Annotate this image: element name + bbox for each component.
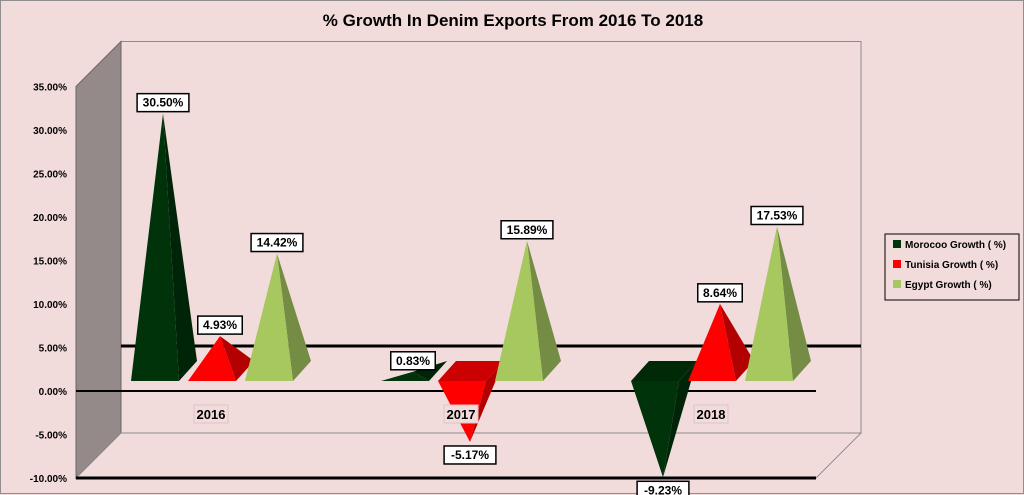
legend-swatch <box>893 280 901 288</box>
data-bar <box>245 253 311 381</box>
bar-face-front <box>495 240 543 381</box>
y-tick-label: 5.00% <box>39 344 67 355</box>
category-label: 2017 <box>443 404 479 424</box>
legend-item: Morocoo Growth ( %) <box>893 240 1006 251</box>
legend-item: Egypt Growth ( %) <box>893 280 992 291</box>
data-label: -9.23% <box>636 480 690 495</box>
data-bar <box>131 113 197 382</box>
data-label-text: 15.89% <box>507 223 548 237</box>
data-label: 0.83% <box>390 351 436 371</box>
legend-item: Tunisia Growth ( %) <box>893 260 998 271</box>
data-label: -5.17% <box>443 445 497 465</box>
category-label-text: 2018 <box>697 407 726 422</box>
bar-face-right <box>777 226 811 381</box>
bar-face-front <box>188 336 236 381</box>
legend-label: Tunisia Growth ( %) <box>905 260 998 271</box>
data-label-text: -5.17% <box>451 448 489 462</box>
data-label: 30.50% <box>136 92 190 113</box>
category-label-text: 2017 <box>447 407 476 422</box>
data-bar <box>495 240 561 381</box>
y-tick-label: 20.00% <box>33 213 67 224</box>
data-label: 14.42% <box>250 232 304 253</box>
data-label: 8.64% <box>697 283 743 303</box>
data-bar <box>381 361 447 381</box>
bar-face-front <box>688 303 736 381</box>
bar-face-front <box>745 226 793 381</box>
category-label-box <box>693 404 729 424</box>
data-label-box <box>697 283 743 303</box>
category-label: 2016 <box>193 404 229 424</box>
bar-face-right <box>663 361 697 478</box>
bar-face-right <box>163 113 197 382</box>
bar-face-front <box>245 253 293 381</box>
bar-face-front <box>631 381 679 478</box>
category-label-box <box>443 404 479 424</box>
data-bar <box>688 303 754 381</box>
legend-label: Egypt Growth ( %) <box>905 280 992 291</box>
chart-title: % Growth In Denim Exports From 2016 To 2… <box>322 11 704 30</box>
data-label: 4.93% <box>197 315 243 335</box>
data-label-text: 8.64% <box>703 286 737 300</box>
data-bar <box>631 361 697 478</box>
category-label-text: 2016 <box>197 407 226 422</box>
data-label-text: -9.23% <box>644 483 682 495</box>
data-label: 15.89% <box>500 220 554 240</box>
bar-face-right <box>277 253 311 381</box>
y-tick-label: -10.00% <box>30 474 67 485</box>
bar-face-front <box>131 113 179 382</box>
category-label: 2018 <box>693 404 729 424</box>
bar-face-front <box>381 371 429 381</box>
y-tick-label: 35.00% <box>33 83 67 94</box>
data-label-text: 30.50% <box>143 96 184 110</box>
y-tick-label: 25.00% <box>33 170 67 181</box>
side-wall <box>75 40 122 480</box>
data-label-text: 4.93% <box>203 318 237 332</box>
data-bar <box>188 336 254 381</box>
bar-face-top <box>438 361 504 381</box>
data-label: 17.53% <box>750 205 804 226</box>
y-tick-label: 10.00% <box>33 300 67 311</box>
data-label-box <box>250 232 304 253</box>
data-label-box <box>636 480 690 495</box>
data-label-box <box>500 220 554 240</box>
legend-swatch <box>893 240 901 248</box>
legend-swatch <box>893 260 901 268</box>
data-label-box <box>136 92 190 113</box>
bar-face-right <box>220 336 254 381</box>
bar-face-right <box>720 303 754 381</box>
data-label-text: 14.42% <box>257 236 298 250</box>
bar-face-top <box>631 361 697 381</box>
data-bar <box>745 226 811 381</box>
y-tick-label: 30.00% <box>33 126 67 137</box>
bar-face-right <box>413 361 447 381</box>
data-label-text: 17.53% <box>757 208 798 222</box>
legend-box <box>884 233 1020 301</box>
data-label-box <box>197 315 243 335</box>
bar-face-right <box>527 240 561 381</box>
y-tick-label: 0.00% <box>39 387 67 398</box>
y-tick-label: -5.00% <box>35 431 67 442</box>
data-label-box <box>390 351 436 371</box>
data-label-box <box>443 445 497 465</box>
data-label-text: 0.83% <box>396 354 430 368</box>
legend-label: Morocoo Growth ( %) <box>905 240 1006 251</box>
y-tick-label: 15.00% <box>33 257 67 268</box>
data-label-box <box>750 205 804 226</box>
category-label-box <box>193 404 229 424</box>
